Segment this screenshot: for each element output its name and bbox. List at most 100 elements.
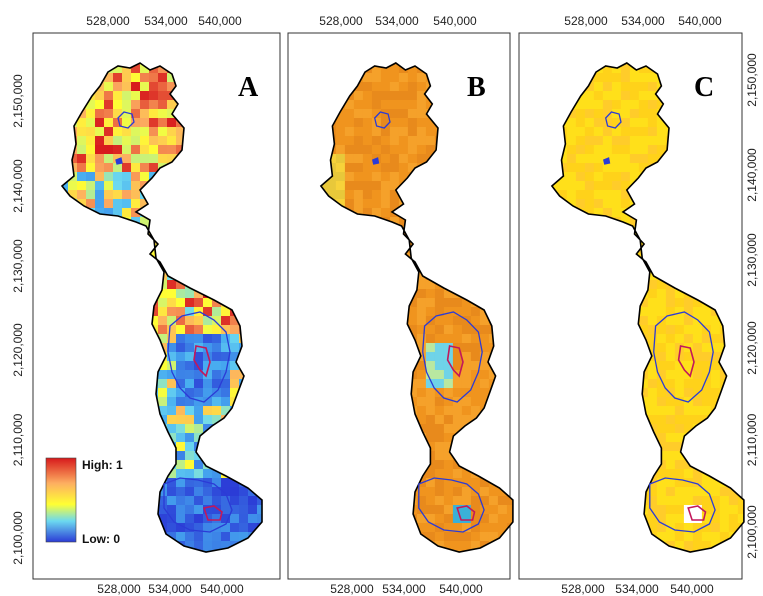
raster-cell — [497, 496, 508, 506]
raster-cell — [416, 379, 427, 389]
raster-cell — [443, 415, 454, 425]
raster-cell — [221, 388, 231, 398]
raster-cell — [221, 397, 231, 407]
raster-cell — [566, 127, 577, 137]
raster-cell — [335, 181, 346, 191]
raster-cell — [692, 406, 703, 416]
raster-cell — [756, 307, 763, 317]
raster-cell — [176, 289, 186, 299]
raster-cell — [461, 487, 472, 497]
panel-a-y-tick: 2,150,000 — [11, 74, 25, 128]
raster-cell — [77, 118, 87, 128]
raster-cell — [353, 118, 364, 128]
raster-cell — [665, 379, 676, 389]
raster-cell — [380, 199, 391, 209]
raster-cell — [747, 496, 757, 506]
raster-cell — [158, 145, 168, 155]
raster-cell — [131, 172, 141, 182]
raster-cell — [620, 109, 631, 119]
raster-cell — [479, 370, 490, 380]
raster-cell — [149, 154, 159, 164]
raster-cell — [398, 145, 409, 155]
raster-cell — [212, 325, 222, 335]
raster-cell — [692, 397, 703, 407]
raster-cell — [461, 343, 472, 353]
raster-cell — [728, 496, 739, 506]
raster-cell — [683, 424, 694, 434]
raster-cell — [434, 361, 445, 371]
core-contour — [202, 505, 223, 521]
raster-cell — [380, 208, 391, 218]
raster-cell — [185, 433, 195, 443]
raster-cell — [452, 298, 463, 308]
raster-cell — [425, 298, 436, 308]
raster-cell — [176, 379, 186, 389]
raster-cell — [629, 127, 640, 137]
raster-cell — [620, 100, 631, 110]
raster-cell — [584, 181, 595, 191]
raster-cell — [701, 523, 712, 533]
raster-cell — [221, 379, 231, 389]
raster-cell — [593, 181, 604, 191]
raster-cell — [185, 298, 195, 308]
raster-cell — [620, 91, 631, 101]
raster-cell — [86, 172, 96, 182]
raster-cell — [122, 181, 132, 191]
raster-cell — [710, 523, 721, 533]
raster-cell — [194, 298, 204, 308]
raster-cell — [747, 136, 757, 146]
raster-cell — [656, 127, 667, 137]
core-contour — [456, 505, 476, 521]
raster-cell — [158, 91, 168, 101]
raster-cell — [506, 496, 513, 506]
raster-cell — [140, 127, 150, 137]
raster-cell — [470, 532, 481, 542]
raster-cell — [656, 145, 667, 155]
raster-cell — [683, 352, 694, 362]
raster-cell — [344, 127, 355, 137]
raster-cell — [176, 325, 186, 335]
raster-cell — [158, 82, 168, 92]
core-contour — [446, 345, 464, 378]
raster-cell — [647, 397, 658, 407]
panel-a-bottom-x-tick: 540,000 — [200, 582, 244, 596]
raster-cell — [86, 127, 96, 137]
raster-cell — [167, 487, 177, 497]
raster-cell — [122, 73, 132, 83]
inner-contour — [373, 111, 391, 129]
raster-cell — [434, 325, 445, 335]
raster-cell — [167, 496, 177, 506]
raster-cell — [470, 496, 481, 506]
raster-cell — [665, 514, 676, 524]
raster-cell — [488, 523, 499, 533]
raster-cell — [185, 307, 195, 317]
raster-cell — [104, 136, 114, 146]
raster-cell — [167, 523, 177, 533]
raster-cell — [362, 172, 373, 182]
raster-cell — [575, 190, 586, 200]
raster-cell — [756, 469, 763, 479]
raster-cell — [452, 469, 463, 479]
raster-cell — [203, 523, 213, 533]
raster-cell — [230, 361, 240, 371]
raster-cell — [683, 361, 694, 371]
raster-cell — [407, 100, 418, 110]
raster-cell — [353, 181, 364, 191]
raster-cell — [461, 397, 472, 407]
raster-cell — [398, 82, 409, 92]
raster-cell — [674, 415, 685, 425]
raster-cell — [575, 172, 586, 182]
raster-cell — [176, 397, 186, 407]
raster-cell — [104, 199, 114, 209]
raster-cell — [488, 505, 499, 515]
raster-cell — [158, 109, 168, 119]
raster-cell — [230, 325, 240, 335]
panel-c-contours — [603, 111, 716, 533]
raster-cell — [443, 487, 454, 497]
raster-cell — [407, 298, 418, 308]
raster-cell — [140, 109, 150, 119]
raster-cell — [203, 343, 213, 353]
raster-cell — [629, 154, 640, 164]
raster-cell — [665, 478, 676, 488]
raster-cell — [506, 514, 513, 524]
